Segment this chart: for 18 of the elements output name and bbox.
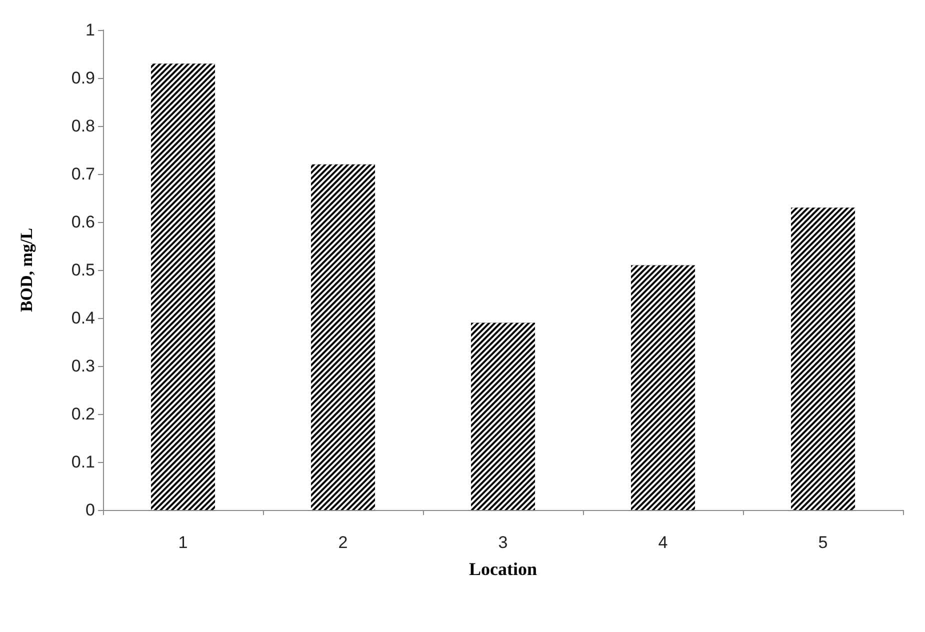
y-axis-title: BOD, mg/L bbox=[17, 228, 36, 312]
y-tick-label: 0.9 bbox=[71, 68, 95, 88]
y-tick-label: 0.5 bbox=[71, 260, 95, 280]
y-tick-label: 0.2 bbox=[71, 404, 95, 424]
x-tick-label: 1 bbox=[178, 533, 188, 552]
y-tick-label: 0.4 bbox=[71, 308, 95, 328]
y-tick-label: 0.8 bbox=[71, 116, 95, 136]
x-tick-label: 5 bbox=[818, 533, 828, 552]
x-tick-label: 2 bbox=[338, 533, 348, 552]
x-tick-label: 3 bbox=[498, 533, 508, 552]
y-tick-label: 0 bbox=[86, 500, 95, 520]
y-tick-label: 0.6 bbox=[71, 212, 95, 232]
y-tick-label: 0.3 bbox=[71, 356, 95, 376]
y-tick-label: 1 bbox=[86, 20, 95, 40]
x-axis-title: Location bbox=[468, 559, 538, 579]
x-tick-label: 4 bbox=[658, 533, 668, 552]
y-tick-label: 0.1 bbox=[71, 452, 95, 472]
y-tick-label: 0.7 bbox=[71, 164, 95, 184]
